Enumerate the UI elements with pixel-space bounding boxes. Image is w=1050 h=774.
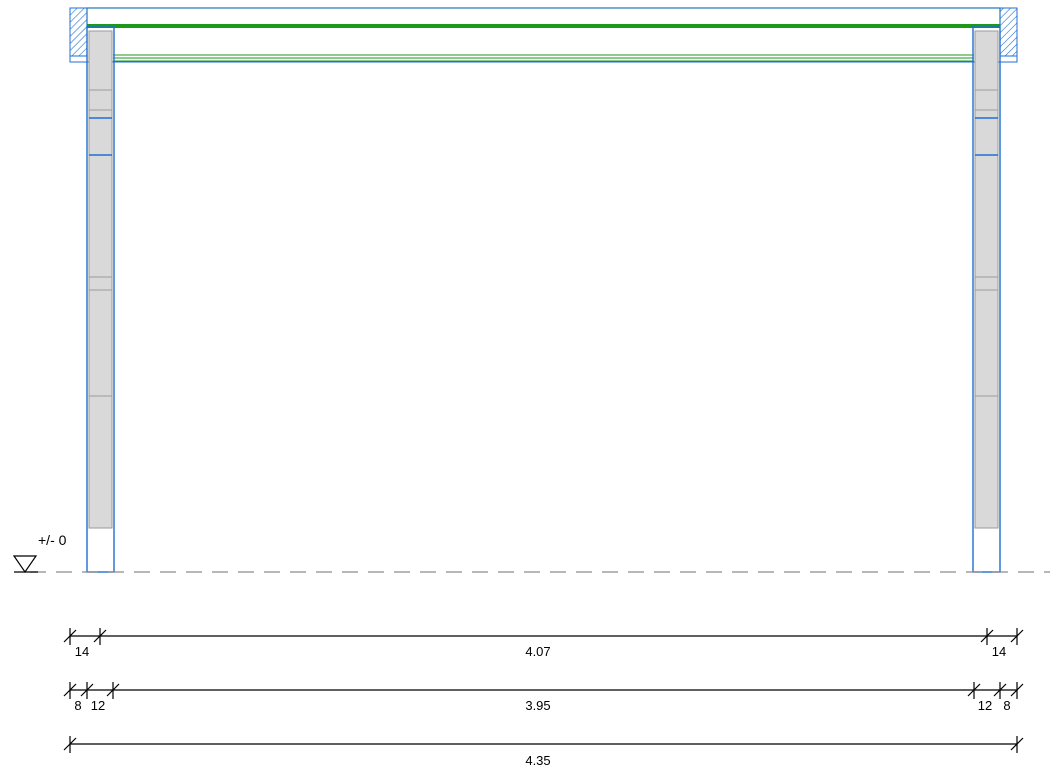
left-wall [86,26,115,573]
dim-row2-b: 12 [91,698,105,713]
dimension-row-2 [63,682,1024,699]
right-wall [972,26,1001,573]
dim-row2-a: 8 [74,698,81,713]
dim-row2-center: 3.95 [525,698,550,713]
dim-row2-d: 12 [978,698,992,713]
dimension-row-3 [63,736,1024,753]
level-triangle-icon [12,555,38,574]
dimension-row-1 [63,628,1024,645]
dim-row3-total: 4.35 [525,753,550,768]
level-marker: +/- 0 [12,532,67,574]
dim-row1-left: 14 [75,644,89,659]
dim-row2-e: 8 [1003,698,1010,713]
dim-row1-center: 4.07 [525,644,550,659]
right-bearing-hatch [999,7,1018,57]
left-bearing-hatch [69,7,88,57]
dim-row1-right: 14 [992,644,1006,659]
level-label: +/- 0 [38,532,67,548]
ceiling-slab [69,7,1018,63]
